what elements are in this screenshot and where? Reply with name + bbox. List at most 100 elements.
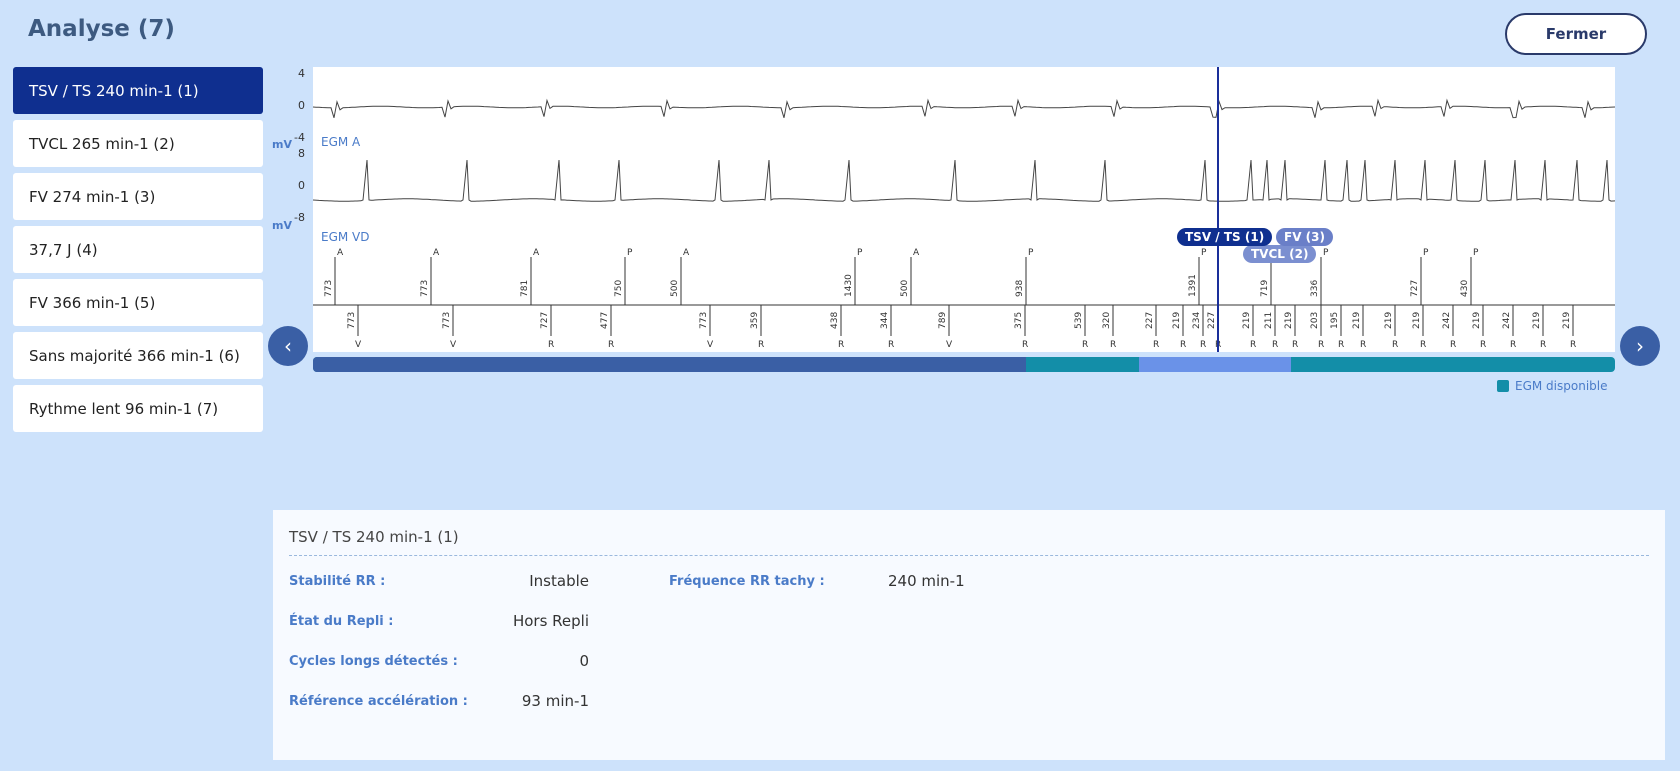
atrial-mark-letter: P: [1423, 248, 1429, 258]
ventricular-interval: 227: [1207, 312, 1217, 329]
tsv-marker[interactable]: TSV / TS (1): [1177, 228, 1273, 246]
ventricular-interval: 219: [1532, 312, 1542, 329]
ventricular-mark-letter: R: [1570, 340, 1576, 350]
atrial-mark-letter: A: [533, 248, 540, 258]
prev-arrow-icon[interactable]: ‹: [268, 326, 308, 366]
ventricular-interval: 773: [699, 312, 709, 329]
atrial-mark-letter: P: [1323, 248, 1329, 258]
ventricular-interval: 477: [600, 312, 610, 329]
ventricular-interval: 344: [880, 312, 890, 329]
egm-a-trace: [313, 98, 1615, 119]
ventricular-mark-letter: R: [1360, 340, 1366, 350]
egm-a-scale-top: 4: [298, 67, 305, 80]
egm-a-label: EGM A: [321, 135, 361, 149]
legend-swatch: [1497, 380, 1509, 392]
ventricular-interval: 234: [1192, 312, 1202, 329]
atrial-interval: 773: [324, 280, 334, 297]
timeline-window[interactable]: [1139, 357, 1291, 372]
atrial-interval: 938: [1015, 280, 1025, 297]
ventricular-interval: 438: [830, 312, 840, 329]
atrial-interval: 781: [520, 280, 530, 297]
episode-item-1[interactable]: TSV / TS 240 min-1 (1): [13, 67, 263, 114]
ventricular-mark-letter: R: [1082, 340, 1088, 350]
atrial-mark-letter: A: [433, 248, 440, 258]
ventricular-interval: 219: [1412, 312, 1422, 329]
repli-value: Hors Repli: [512, 612, 589, 630]
ventricular-mark-letter: R: [548, 340, 554, 350]
legend-label: EGM disponible: [1515, 379, 1608, 393]
episode-item-2[interactable]: TVCL 265 min-1 (2): [13, 120, 263, 167]
tvcl-marker[interactable]: TVCL (2): [1243, 245, 1317, 263]
egm-a-scale-bottom: -4: [294, 131, 305, 144]
ventricular-interval: 320: [1102, 312, 1112, 329]
ventricular-interval: 203: [1310, 312, 1320, 329]
episode-item-6[interactable]: Sans majorité 366 min-1 (6): [13, 332, 263, 379]
ventricular-interval: 219: [1352, 312, 1362, 329]
next-arrow-icon[interactable]: ›: [1620, 326, 1660, 366]
atrial-mark-letter: P: [857, 248, 863, 258]
atrial-interval: 500: [900, 280, 910, 297]
atrial-mark-letter: P: [1201, 248, 1207, 258]
page-title: Analyse (7): [28, 16, 175, 42]
legend: EGM disponible: [1497, 379, 1607, 393]
atrial-interval: 750: [614, 280, 624, 297]
ventricular-mark-letter: R: [758, 340, 764, 350]
ventricular-interval: 242: [1502, 312, 1512, 329]
episode-item-3[interactable]: FV 274 min-1 (3): [13, 173, 263, 220]
ventricular-interval: 219: [1384, 312, 1394, 329]
ventricular-interval: 211: [1264, 312, 1274, 329]
ventricular-interval: 219: [1242, 312, 1252, 329]
egm-viewer[interactable]: A 773 A 773 A 781 P 750 A 500 P 1430 A 500 P 938 P 1391 P 7…: [313, 67, 1615, 352]
ventricular-mark-letter: R: [1022, 340, 1028, 350]
ventricular-interval: 375: [1014, 312, 1024, 329]
egm-v-label: EGM VD: [321, 230, 370, 244]
fv-marker[interactable]: FV (3): [1276, 228, 1333, 246]
details-title: TSV / TS 240 min-1 (1): [289, 528, 459, 546]
atrial-interval: 336: [1310, 280, 1320, 297]
frequence-value: 240 min-1: [888, 572, 965, 590]
repli-label: État du Repli :: [289, 614, 394, 629]
episode-timeline[interactable]: [313, 357, 1615, 372]
episode-item-5[interactable]: FV 366 min-1 (5): [13, 279, 263, 326]
ventricular-mark-letter: R: [1272, 340, 1278, 350]
ventricular-interval: 219: [1284, 312, 1294, 329]
ventricular-mark-letter: V: [946, 340, 953, 350]
details-panel: TSV / TS 240 min-1 (1) Stabilité RR : In…: [273, 510, 1665, 760]
timeline-segment-no-egm: [313, 357, 1026, 372]
egm-a-unit: mV: [272, 138, 292, 151]
ventricular-interval: 219: [1172, 312, 1182, 329]
cycles-value: 0: [579, 652, 589, 670]
ventricular-mark-letter: R: [888, 340, 894, 350]
episode-item-4[interactable]: 37,7 J (4): [13, 226, 263, 273]
egm-v-trace: [313, 159, 1615, 202]
egm-v-scale-mid: 0: [298, 179, 305, 192]
ventricular-interval: 219: [1562, 312, 1572, 329]
ventricular-interval: 773: [347, 312, 357, 329]
close-button[interactable]: Fermer: [1505, 13, 1647, 55]
reference-value: 93 min-1: [521, 692, 589, 710]
atrial-interval: 1430: [844, 274, 854, 297]
egm-v-scale-top: 8: [298, 147, 305, 160]
ventricular-interval: 773: [442, 312, 452, 329]
atrial-interval: 430: [1460, 280, 1470, 297]
details-divider: [289, 555, 1649, 556]
ventricular-mark-letter: R: [1250, 340, 1256, 350]
ventricular-mark-letter: R: [1510, 340, 1516, 350]
atrial-mark-letter: A: [337, 248, 344, 258]
atrial-mark-letter: P: [1028, 248, 1034, 258]
atrial-mark-letter: P: [1473, 248, 1479, 258]
atrial-interval: 719: [1260, 280, 1270, 297]
egm-a-scale-mid: 0: [298, 99, 305, 112]
ventricular-interval: 789: [938, 312, 948, 329]
ventricular-mark-letter: R: [1200, 340, 1206, 350]
ventricular-mark-letter: R: [1153, 340, 1159, 350]
ventricular-mark-letter: V: [707, 340, 714, 350]
stabilite-label: Stabilité RR :: [289, 574, 386, 589]
episode-item-7[interactable]: Rythme lent 96 min-1 (7): [13, 385, 263, 432]
ventricular-mark-letter: R: [1450, 340, 1456, 350]
ventricular-mark-letter: R: [1180, 340, 1186, 350]
atrial-mark-letter: P: [627, 248, 633, 258]
ventricular-mark-letter: R: [1292, 340, 1298, 350]
ventricular-mark-letter: R: [1338, 340, 1344, 350]
atrial-markers: A 773 A 773 A 781 P 750 A 500 P 1430 A 500 P 938 P 1391 P 7…: [324, 248, 1479, 305]
